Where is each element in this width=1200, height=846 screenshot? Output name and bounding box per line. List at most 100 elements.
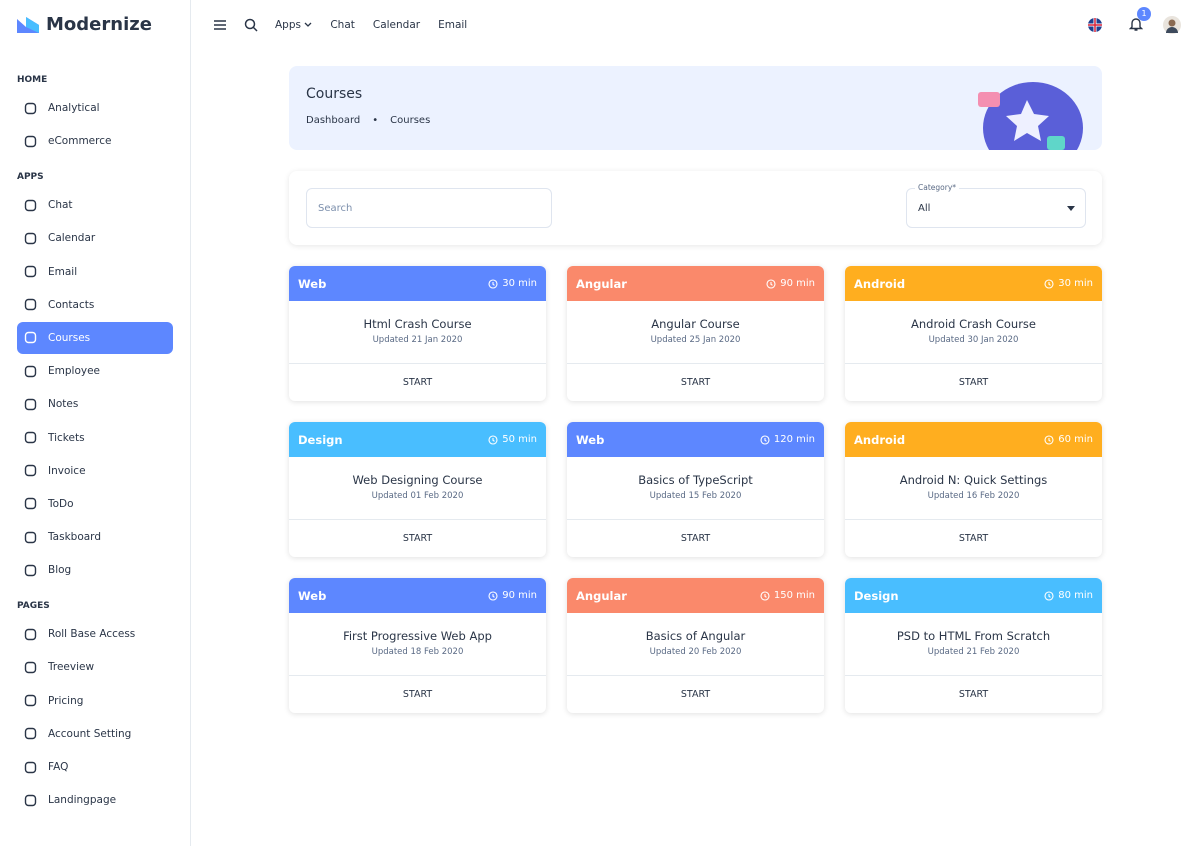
menu-item[interactable]: Landingpage xyxy=(17,784,173,816)
menu-item[interactable]: eCommerce xyxy=(17,125,173,157)
course-duration: 150 min xyxy=(760,590,815,601)
start-button[interactable]: START xyxy=(402,689,433,700)
course-updated: Updated 15 Feb 2020 xyxy=(649,491,742,501)
start-button[interactable]: START xyxy=(958,689,989,700)
language-flag[interactable] xyxy=(1087,17,1103,33)
section-heading: PAGES xyxy=(17,601,50,612)
menu-icon xyxy=(24,199,37,211)
menu-item[interactable]: Invoice xyxy=(17,455,173,487)
menu-icon xyxy=(24,498,37,510)
menu-icon xyxy=(24,564,37,576)
course-duration: 90 min xyxy=(488,590,537,601)
course-card: Web 30 min Html Crash Course Updated 21 Jan… xyxy=(289,266,546,401)
clock-icon xyxy=(766,278,776,289)
brand[interactable]: Modernize xyxy=(16,14,152,35)
search-input[interactable]: Search xyxy=(306,188,552,228)
notifications[interactable]: 1 xyxy=(1128,6,1151,35)
start-button[interactable]: START xyxy=(402,533,433,544)
menu-icon xyxy=(24,332,37,344)
menu-label: Landingpage xyxy=(48,794,117,807)
menu-item[interactable]: Employee xyxy=(17,355,173,387)
course-title: Android N: Quick Settings xyxy=(899,473,1048,487)
menu-item[interactable]: Courses xyxy=(17,321,173,354)
course-card: Design 50 min Web Designing Course Updated … xyxy=(289,422,546,557)
avatar[interactable] xyxy=(1163,16,1181,34)
course-category: Web xyxy=(576,432,605,447)
card-header: Web 120 min xyxy=(567,422,824,457)
menu-item[interactable]: Chat xyxy=(17,189,173,221)
course-category: Angular xyxy=(576,276,627,291)
course-card: Web 90 min First Progressive Web App Update… xyxy=(289,578,546,713)
sidebar: Modernize HOME Analytical eCommerce APPS Cha… xyxy=(0,0,191,846)
bell-icon xyxy=(1128,17,1144,31)
card-body: First Progressive Web App Updated 18 Feb … xyxy=(289,613,546,676)
duration-text: 60 min xyxy=(1058,434,1093,445)
menu-item[interactable]: FAQ xyxy=(17,751,173,783)
menu-toggle[interactable] xyxy=(213,19,227,31)
nav-link[interactable]: Calendar xyxy=(372,19,421,31)
card-header: Web 30 min xyxy=(289,266,546,301)
menu-label: ToDo xyxy=(48,497,74,510)
start-button[interactable]: START xyxy=(958,377,989,388)
nav-link[interactable]: Email xyxy=(438,19,468,31)
menu-label: Notes xyxy=(48,398,79,411)
card-header: Design 80 min xyxy=(845,578,1102,613)
course-grid: Web 30 min Html Crash Course Updated 21 Jan… xyxy=(289,266,1102,713)
menu-item[interactable]: ToDo xyxy=(17,488,173,520)
menu-section: APPS Chat Calendar Email Contacts Courses Empl… xyxy=(17,165,173,586)
menu-icon xyxy=(24,628,37,640)
clock-icon xyxy=(488,590,498,601)
menu-label: Calendar xyxy=(48,232,96,245)
menu-item[interactable]: Analytical xyxy=(17,92,173,124)
menu-label: Email xyxy=(48,265,78,278)
menu-item[interactable]: Roll Base Access xyxy=(17,618,173,650)
duration-text: 90 min xyxy=(780,278,815,289)
menu-item[interactable]: Pricing xyxy=(17,685,173,717)
card-body: Web Designing Course Updated 01 Feb 2020 xyxy=(289,457,546,520)
menu-label: eCommerce xyxy=(48,135,112,148)
course-category: Design xyxy=(298,432,343,447)
course-duration: 120 min xyxy=(760,434,815,445)
menu-icon xyxy=(24,265,37,278)
menu-item[interactable]: Tickets xyxy=(17,422,173,454)
menu-item[interactable]: Calendar xyxy=(17,222,173,254)
start-button[interactable]: START xyxy=(680,689,711,700)
menu-item[interactable]: Blog xyxy=(17,554,173,586)
notification-badge: 1 xyxy=(1137,6,1151,21)
start-button[interactable]: START xyxy=(680,377,711,388)
section-heading: APPS xyxy=(17,172,44,183)
start-button[interactable]: START xyxy=(680,533,711,544)
duration-text: 120 min xyxy=(773,434,815,445)
start-button[interactable]: START xyxy=(958,533,989,544)
menu-label: Employee xyxy=(48,365,101,378)
header-illustration xyxy=(978,82,1083,150)
course-duration: 80 min xyxy=(1044,590,1093,601)
card-body: Angular Course Updated 25 Jan 2020 xyxy=(567,301,824,364)
menu-item[interactable]: Email xyxy=(17,256,173,288)
category-select[interactable]: Category* All xyxy=(906,183,1086,228)
course-category: Web xyxy=(298,276,327,291)
menu-icon xyxy=(24,661,37,674)
start-button[interactable]: START xyxy=(402,377,433,388)
menu-label: Roll Base Access xyxy=(48,628,136,641)
breadcrumb-separator: • xyxy=(372,115,379,126)
course-title: Web Designing Course xyxy=(352,473,483,487)
clock-icon xyxy=(488,278,498,289)
dropdown-arrow xyxy=(1067,206,1075,211)
nav-link[interactable]: Chat xyxy=(330,19,355,31)
menu-item[interactable]: Taskboard xyxy=(17,521,173,553)
card-body: Android N: Quick Settings Updated 16 Feb … xyxy=(845,457,1102,520)
clock-icon xyxy=(1044,278,1054,289)
nav-link[interactable]: Apps xyxy=(275,19,312,31)
search-icon[interactable] xyxy=(244,18,258,32)
menu-item[interactable]: Treeview xyxy=(17,651,173,683)
course-card: Angular 150 min Basics of Angular Updated 2… xyxy=(567,578,824,713)
breadcrumb-link[interactable]: Dashboard xyxy=(306,115,361,126)
menu-item[interactable]: Notes xyxy=(17,388,173,420)
menu-section: HOME Analytical eCommerce xyxy=(17,68,173,157)
course-category: Web xyxy=(298,588,327,603)
menu-item[interactable]: Account Setting xyxy=(17,718,173,750)
menu-item[interactable]: Contacts xyxy=(17,289,173,321)
clock-icon xyxy=(1044,590,1054,601)
